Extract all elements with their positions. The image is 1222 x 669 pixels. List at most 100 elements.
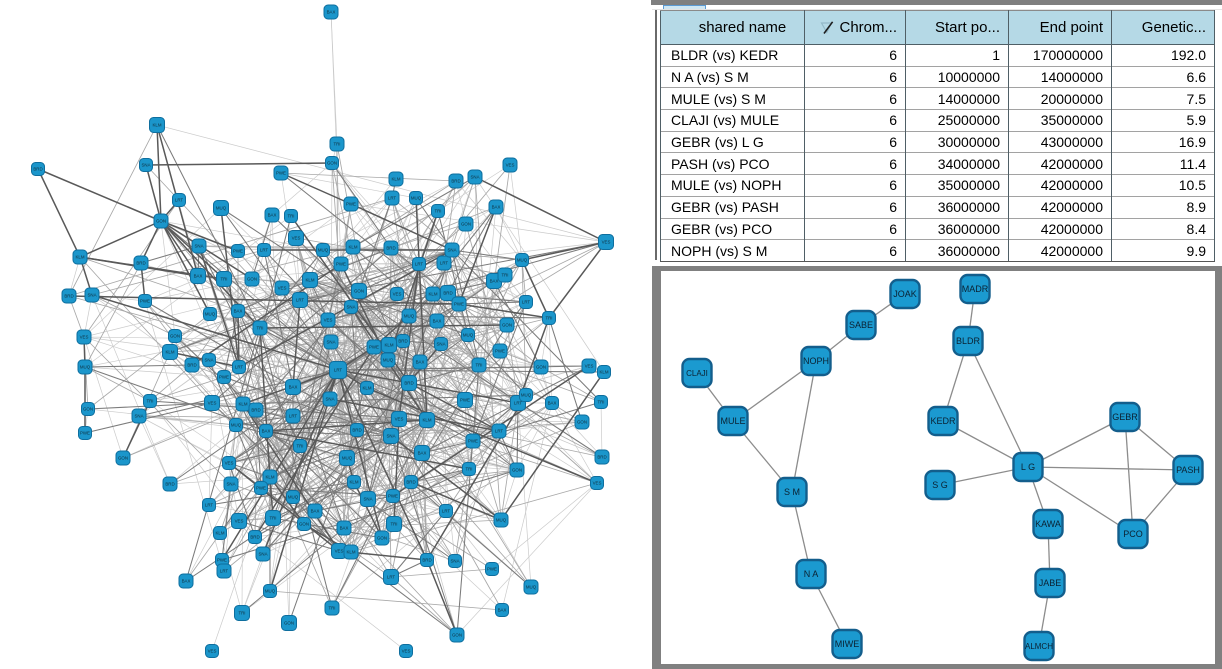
- svg-text:KLM: KLM: [152, 123, 161, 128]
- svg-text:VES: VES: [393, 292, 402, 297]
- svg-text:TRI: TRI: [146, 399, 153, 404]
- svg-text:GON: GON: [512, 468, 522, 473]
- svg-text:VES: VES: [235, 519, 244, 524]
- svg-text:SNA: SNA: [141, 163, 150, 168]
- svg-text:KEDR: KEDR: [930, 416, 956, 426]
- svg-text:GON: GON: [354, 289, 364, 294]
- svg-text:LRT: LRT: [522, 300, 531, 305]
- svg-text:LRT: LRT: [235, 365, 244, 370]
- svg-text:TRI: TRI: [545, 316, 552, 321]
- svg-text:KLM: KLM: [215, 531, 224, 536]
- svg-text:TRI: TRI: [256, 326, 263, 331]
- svg-text:LRT: LRT: [440, 261, 449, 266]
- svg-text:SNA: SNA: [386, 434, 395, 439]
- svg-text:BAX: BAX: [416, 360, 425, 365]
- svg-text:KLM: KLM: [422, 418, 431, 423]
- svg-text:BRD: BRD: [597, 455, 606, 460]
- svg-text:BAX: BAX: [262, 429, 271, 434]
- svg-text:KLM: KLM: [165, 350, 174, 355]
- svg-text:BAX: BAX: [194, 274, 203, 279]
- svg-text:SNA: SNA: [447, 248, 456, 253]
- svg-text:BAX: BAX: [490, 279, 499, 284]
- svg-text:MULE: MULE: [720, 416, 745, 426]
- svg-text:SNA: SNA: [204, 358, 213, 363]
- svg-text:MUQ: MUQ: [517, 258, 528, 263]
- svg-text:GON: GON: [577, 420, 587, 425]
- svg-text:VES: VES: [602, 240, 611, 245]
- svg-text:BRD: BRD: [404, 381, 413, 386]
- svg-text:VES: VES: [80, 335, 89, 340]
- svg-text:KLM: KLM: [305, 278, 314, 283]
- svg-text:BRD: BRD: [451, 179, 460, 184]
- svg-text:LRT: LRT: [289, 414, 298, 419]
- svg-text:BRD: BRD: [187, 363, 196, 368]
- svg-text:SABE: SABE: [849, 320, 873, 330]
- svg-text:SNA: SNA: [134, 414, 143, 419]
- svg-text:VES: VES: [292, 236, 301, 241]
- svg-text:BRD: BRD: [443, 291, 452, 296]
- svg-text:TRI: TRI: [238, 611, 245, 616]
- svg-text:BAX: BAX: [182, 579, 191, 584]
- svg-text:SNA: SNA: [363, 497, 372, 502]
- svg-text:MUQ: MUQ: [216, 206, 227, 211]
- svg-text:TRI: TRI: [475, 363, 482, 368]
- svg-text:MUQ: MUQ: [205, 312, 216, 317]
- svg-text:N A: N A: [804, 569, 819, 579]
- svg-text:S G: S G: [932, 480, 948, 490]
- svg-text:SNA: SNA: [436, 342, 445, 347]
- svg-text:KLM: KLM: [362, 386, 371, 391]
- svg-text:VES: VES: [585, 364, 594, 369]
- svg-text:VES: VES: [395, 417, 404, 422]
- svg-text:CLAJI: CLAJI: [686, 369, 708, 378]
- svg-text:BAX: BAX: [327, 10, 336, 15]
- svg-text:PWE: PWE: [336, 262, 346, 267]
- svg-text:SNA: SNA: [346, 305, 355, 310]
- svg-text:MADR: MADR: [962, 284, 989, 294]
- svg-text:PWE: PWE: [80, 431, 90, 436]
- svg-text:GON: GON: [170, 334, 180, 339]
- svg-text:VES: VES: [506, 163, 515, 168]
- svg-text:LRT: LRT: [334, 368, 343, 373]
- svg-text:BRD: BRD: [250, 535, 259, 540]
- svg-text:MUQ: MUQ: [526, 585, 537, 590]
- svg-text:VES: VES: [593, 481, 602, 486]
- svg-text:BRD: BRD: [386, 246, 395, 251]
- svg-text:GON: GON: [327, 161, 337, 166]
- svg-text:GON: GON: [299, 522, 309, 527]
- svg-text:TRI: TRI: [333, 142, 340, 147]
- svg-text:BAX: BAX: [268, 213, 277, 218]
- svg-text:MUQ: MUQ: [496, 518, 507, 523]
- svg-text:MUQ: MUQ: [231, 423, 242, 428]
- svg-text:LRT: LRT: [296, 298, 305, 303]
- svg-text:BRD: BRD: [422, 558, 431, 563]
- svg-text:MUQ: MUQ: [288, 495, 299, 500]
- svg-text:TRI: TRI: [328, 606, 335, 611]
- svg-text:KLM: KLM: [599, 370, 608, 375]
- svg-text:BRD: BRD: [64, 294, 73, 299]
- svg-text:KLM: KLM: [384, 343, 393, 348]
- svg-text:KLM: KLM: [349, 480, 358, 485]
- svg-text:SNA: SNA: [325, 397, 334, 402]
- svg-text:VES: VES: [402, 649, 411, 654]
- svg-text:BAX: BAX: [289, 385, 298, 390]
- svg-text:SNA: SNA: [194, 244, 203, 249]
- svg-text:VES: VES: [208, 401, 217, 406]
- svg-text:LRT: LRT: [387, 575, 396, 580]
- svg-text:GON: GON: [118, 456, 128, 461]
- svg-text:TRI: TRI: [465, 467, 472, 472]
- svg-text:BRD: BRD: [251, 408, 260, 413]
- svg-text:NOPH: NOPH: [803, 356, 829, 366]
- svg-text:GON: GON: [247, 277, 257, 282]
- svg-text:TRI: TRI: [390, 522, 397, 527]
- svg-text:MUQ: MUQ: [383, 358, 394, 363]
- svg-text:TRI: TRI: [597, 400, 604, 405]
- svg-text:MUQ: MUQ: [318, 248, 329, 253]
- svg-text:KLM: KLM: [428, 292, 437, 297]
- svg-text:GON: GON: [83, 407, 93, 412]
- svg-text:LRT: LRT: [260, 248, 269, 253]
- svg-text:MUQ: MUQ: [80, 365, 91, 370]
- svg-text:VES: VES: [278, 286, 287, 291]
- svg-text:SNA: SNA: [450, 559, 459, 564]
- svg-text:PWE: PWE: [346, 202, 356, 207]
- svg-text:ALMCH: ALMCH: [1025, 642, 1053, 651]
